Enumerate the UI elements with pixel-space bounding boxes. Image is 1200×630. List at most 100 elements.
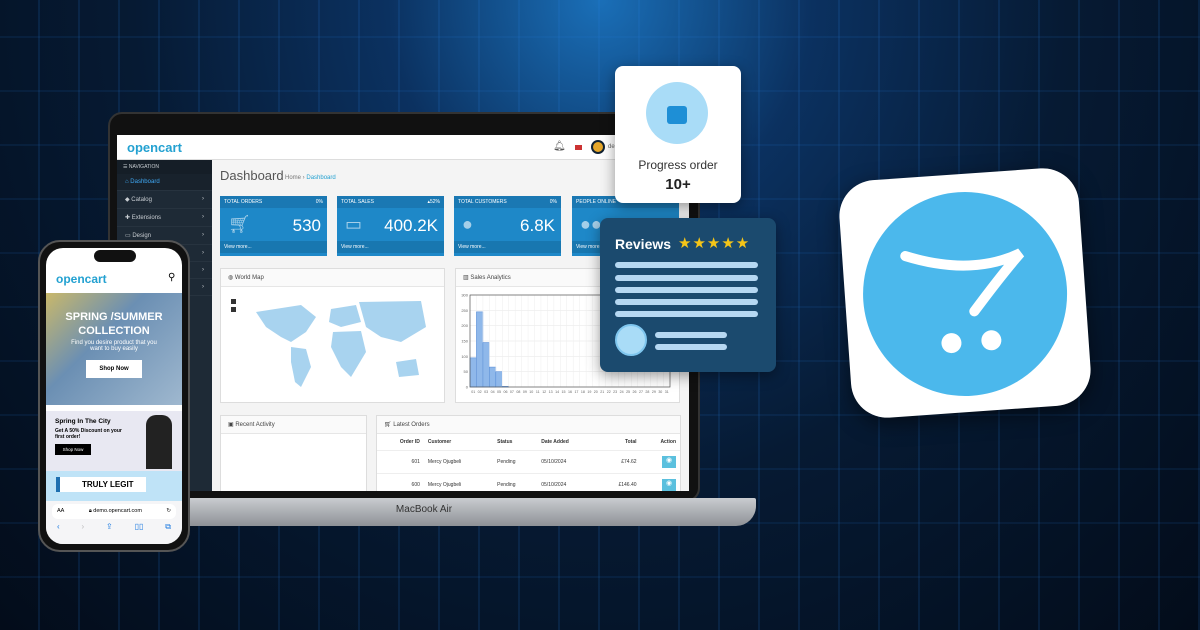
sidebar-item-label: Design bbox=[132, 233, 152, 239]
x-tick-label: 23 bbox=[613, 390, 617, 394]
x-tick-label: 08 bbox=[516, 390, 520, 394]
credit-card-icon: ▭ bbox=[345, 214, 363, 234]
user-name[interactable]: de bbox=[608, 144, 615, 150]
world-map-panel: ◍ World Map bbox=[220, 268, 445, 403]
flag-icon[interactable] bbox=[575, 145, 582, 150]
column-header[interactable]: Total bbox=[596, 434, 641, 451]
user-icon: ● bbox=[462, 214, 473, 234]
x-tick-label: 28 bbox=[645, 390, 649, 394]
order-id: 600 bbox=[377, 473, 424, 491]
column-header[interactable]: Date Added bbox=[537, 434, 597, 451]
x-tick-label: 09 bbox=[523, 390, 527, 394]
x-tick-label: 31 bbox=[665, 390, 669, 394]
panel-title: World Map bbox=[234, 275, 264, 281]
model-image bbox=[146, 415, 172, 469]
progress-order-label: Progress order bbox=[638, 158, 718, 172]
y-tick-label: 250 bbox=[461, 308, 468, 313]
tag-icon: ◆ bbox=[125, 197, 132, 203]
breadcrumb-dashboard[interactable]: Dashboard bbox=[306, 175, 336, 181]
date-added: 05/10/2024 bbox=[537, 450, 597, 474]
customer: Mercy Ojugbeli bbox=[423, 473, 494, 491]
puzzle-icon: ✚ bbox=[125, 215, 132, 221]
promo-shop-now-button[interactable]: Shop Now bbox=[55, 444, 91, 455]
brand-logo[interactable]: opencart bbox=[127, 140, 182, 155]
forward-icon[interactable]: › bbox=[81, 522, 85, 531]
x-tick-label: 14 bbox=[555, 390, 559, 394]
x-tick-label: 10 bbox=[529, 390, 533, 394]
sidebar-item-extensions[interactable]: ✚ Extensions › bbox=[117, 209, 212, 227]
sidebar-item-label: Catalog bbox=[131, 197, 152, 203]
back-icon[interactable]: ‹ bbox=[56, 522, 60, 531]
star-rating-icon: ★★★★★ bbox=[678, 235, 751, 252]
view-order-button[interactable]: ◉ bbox=[662, 456, 676, 468]
customer: Mercy Ojugbeli bbox=[423, 450, 494, 474]
chevron-right-icon: › bbox=[202, 232, 204, 238]
share-icon[interactable]: ⇪ bbox=[106, 522, 113, 531]
y-tick-label: 300 bbox=[461, 293, 468, 298]
column-header[interactable]: Status bbox=[493, 434, 538, 451]
view-more-link[interactable]: View more... bbox=[337, 241, 444, 253]
tile-total-orders: TOTAL ORDERS 0% 🛒︎ 530 View more... bbox=[220, 196, 327, 256]
shop-now-button[interactable]: Shop Now bbox=[86, 360, 142, 378]
bar-chart-icon: ▥ bbox=[463, 275, 471, 281]
x-tick-label: 25 bbox=[626, 390, 630, 394]
shopping-bag-icon bbox=[646, 82, 708, 144]
view-more-link[interactable]: View more... bbox=[220, 241, 327, 253]
cart-icon: 🛒︎ bbox=[384, 422, 394, 428]
tile-total-sales: TOTAL SALES ▴52% ▭ 400.2K View more... bbox=[337, 196, 444, 256]
view-order-button[interactable]: ◉ bbox=[662, 479, 676, 491]
y-tick-label: 200 bbox=[461, 323, 468, 328]
text-size-button[interactable]: AA bbox=[57, 508, 65, 514]
browser-bar: AA 🔒︎ demo.opencart.com ↻ ‹ › ⇪ ▯▯ ⧉ bbox=[46, 501, 182, 544]
x-tick-label: 20 bbox=[594, 390, 598, 394]
y-tick-label: 100 bbox=[461, 354, 468, 359]
url-bar[interactable]: AA 🔒︎ demo.opencart.com ↻ bbox=[52, 504, 176, 519]
avatar[interactable] bbox=[591, 140, 605, 154]
x-tick-label: 02 bbox=[478, 390, 482, 394]
x-tick-label: 22 bbox=[607, 390, 611, 394]
sidebar-item-label: Extensions bbox=[131, 215, 162, 221]
truly-legit-badge: TRULY LEGIT bbox=[56, 477, 146, 492]
cart-icon: 🛒︎ bbox=[228, 214, 251, 234]
sidebar-item-label: Dashboard bbox=[130, 179, 160, 185]
x-tick-label: 04 bbox=[491, 390, 495, 394]
tile-total-customers: TOTAL CUSTOMERS 0% ● 6.8K View more... bbox=[454, 196, 561, 256]
opencart-logo bbox=[836, 165, 1094, 421]
monitor-icon: ▭ bbox=[125, 233, 133, 239]
x-tick-label: 07 bbox=[510, 390, 514, 394]
nav-header-label: NAVIGATION bbox=[128, 164, 159, 170]
tile-change: 52% bbox=[429, 199, 440, 205]
phone-brand-logo[interactable]: opencart bbox=[56, 272, 107, 286]
panel-title: Recent Activity bbox=[235, 422, 275, 428]
sidebar-item-catalog[interactable]: ◆ Catalog › bbox=[117, 191, 212, 209]
column-header[interactable]: Order ID bbox=[377, 434, 424, 451]
x-tick-label: 01 bbox=[471, 390, 475, 394]
world-map[interactable] bbox=[221, 287, 444, 402]
breadcrumb-home[interactable]: Home bbox=[285, 175, 302, 181]
phone-screen: opencart ⚲ SPRING /SUMMER COLLECTION Fin… bbox=[46, 248, 182, 544]
bookmarks-icon[interactable]: ▯▯ bbox=[134, 522, 144, 531]
reload-icon[interactable]: ↻ bbox=[166, 508, 171, 514]
y-tick-label: 0 bbox=[466, 385, 469, 390]
users-icon: ●● bbox=[580, 214, 602, 234]
total: £146.40 bbox=[596, 473, 641, 491]
panel-title: Latest Orders bbox=[393, 422, 430, 428]
progress-order-value: 10+ bbox=[665, 176, 691, 193]
view-more-link[interactable]: View more... bbox=[454, 241, 561, 253]
x-tick-label: 15 bbox=[562, 390, 566, 394]
bell-icon[interactable]: 🔔︎ bbox=[553, 141, 566, 152]
hero-banner: SPRING /SUMMER COLLECTION Find you desir… bbox=[46, 293, 182, 405]
tile-label: TOTAL CUSTOMERS bbox=[458, 199, 507, 205]
sidebar-item-dashboard[interactable]: ⌂ Dashboard bbox=[117, 174, 212, 191]
tile-value: 6.8K bbox=[520, 216, 555, 235]
latest-orders-panel: 🛒︎ Latest Orders Order ID Customer Status D… bbox=[376, 415, 681, 491]
column-header[interactable]: Customer bbox=[423, 434, 494, 451]
x-tick-label: 24 bbox=[620, 390, 624, 394]
x-tick-label: 18 bbox=[581, 390, 585, 394]
tabs-icon[interactable]: ⧉ bbox=[165, 522, 172, 531]
search-icon[interactable]: ⚲ bbox=[168, 272, 176, 283]
laptop-model-label: MacBook Air bbox=[395, 504, 453, 515]
status: Pending bbox=[493, 450, 538, 474]
calendar-icon: ▣ bbox=[228, 422, 236, 428]
zoom-in-button bbox=[231, 299, 236, 304]
